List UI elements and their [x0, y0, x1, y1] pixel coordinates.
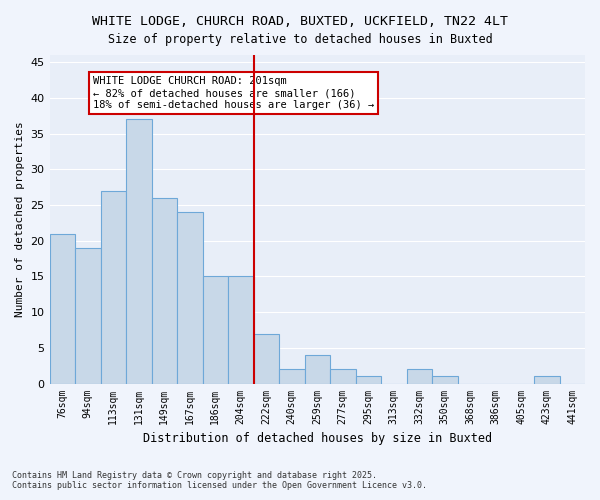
Bar — [75, 248, 101, 384]
Text: Size of property relative to detached houses in Buxted: Size of property relative to detached ho… — [107, 32, 493, 46]
Bar — [330, 370, 356, 384]
Bar — [432, 376, 458, 384]
X-axis label: Distribution of detached houses by size in Buxted: Distribution of detached houses by size … — [143, 432, 492, 445]
Text: Contains HM Land Registry data © Crown copyright and database right 2025.
Contai: Contains HM Land Registry data © Crown c… — [12, 470, 427, 490]
Bar — [356, 376, 381, 384]
Bar — [203, 276, 228, 384]
Bar — [101, 190, 126, 384]
Bar — [228, 276, 254, 384]
Bar — [177, 212, 203, 384]
Text: WHITE LODGE CHURCH ROAD: 201sqm
← 82% of detached houses are smaller (166)
18% o: WHITE LODGE CHURCH ROAD: 201sqm ← 82% of… — [93, 76, 374, 110]
Bar — [152, 198, 177, 384]
Bar — [534, 376, 560, 384]
Bar — [50, 234, 75, 384]
Bar — [279, 370, 305, 384]
Bar — [126, 120, 152, 384]
Bar — [254, 334, 279, 384]
Text: WHITE LODGE, CHURCH ROAD, BUXTED, UCKFIELD, TN22 4LT: WHITE LODGE, CHURCH ROAD, BUXTED, UCKFIE… — [92, 15, 508, 28]
Y-axis label: Number of detached properties: Number of detached properties — [15, 122, 25, 317]
Bar — [305, 355, 330, 384]
Bar — [407, 370, 432, 384]
